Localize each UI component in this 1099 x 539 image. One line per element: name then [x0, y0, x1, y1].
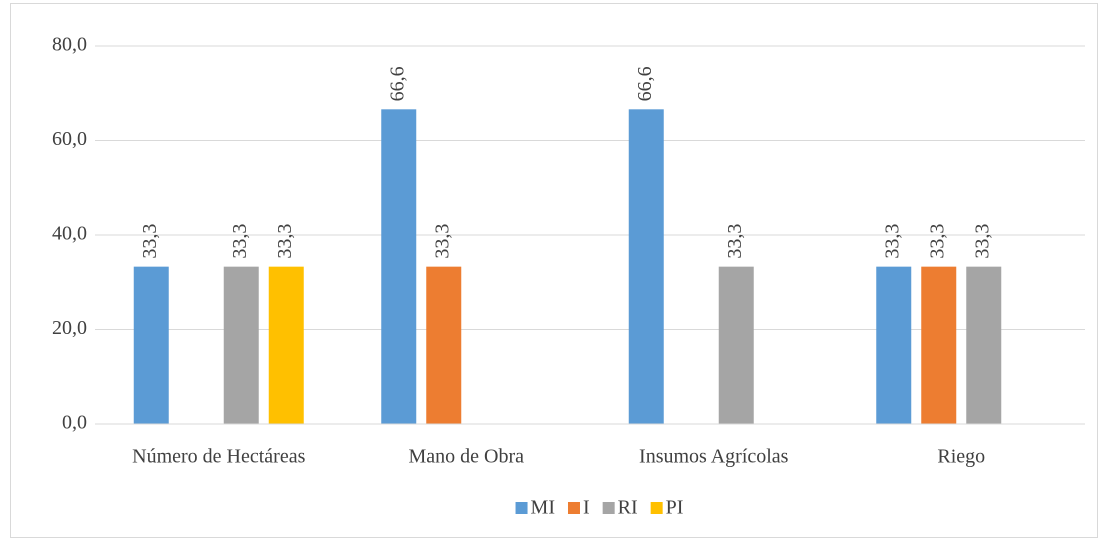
- value-label: 33,3: [431, 224, 453, 259]
- y-tick-label: 40,0: [52, 223, 87, 245]
- legend-swatch: [567, 502, 580, 514]
- y-tick-label: 20,0: [52, 317, 87, 339]
- value-label: 33,3: [139, 224, 161, 259]
- x-tick-label: Insumos Agrícolas: [639, 446, 789, 468]
- bar: [223, 266, 259, 424]
- bar: [628, 109, 664, 424]
- bar: [133, 266, 169, 424]
- bar: [966, 266, 1002, 424]
- x-tick-label: Número de Hectáreas: [132, 446, 305, 468]
- bar: [381, 109, 417, 424]
- bar: [268, 266, 304, 424]
- value-label: 33,3: [881, 224, 903, 259]
- value-label: 33,3: [274, 224, 296, 259]
- legend-swatch: [650, 502, 663, 514]
- legend-label: I: [583, 497, 590, 519]
- bar: [876, 266, 912, 424]
- value-label: 66,6: [386, 66, 408, 101]
- value-label: 33,3: [971, 224, 993, 259]
- legend-swatch: [602, 502, 615, 514]
- y-tick-label: 80,0: [52, 34, 87, 56]
- value-label: 66,6: [634, 66, 656, 101]
- legend-label: RI: [618, 497, 638, 519]
- value-label: 33,3: [229, 224, 251, 259]
- bar: [426, 266, 462, 424]
- bar: [718, 266, 754, 424]
- legend-swatch: [515, 502, 528, 514]
- chart-frame: [10, 3, 1098, 538]
- bar: [921, 266, 957, 424]
- legend-label: PI: [666, 497, 684, 519]
- legend-label: MI: [531, 497, 555, 519]
- x-tick-label: Mano de Obra: [408, 446, 524, 468]
- value-label: 33,3: [724, 224, 746, 259]
- value-label: 33,3: [926, 224, 948, 259]
- y-tick-label: 60,0: [52, 128, 87, 150]
- x-tick-label: Riego: [937, 446, 985, 468]
- y-tick-label: 0,0: [62, 412, 87, 434]
